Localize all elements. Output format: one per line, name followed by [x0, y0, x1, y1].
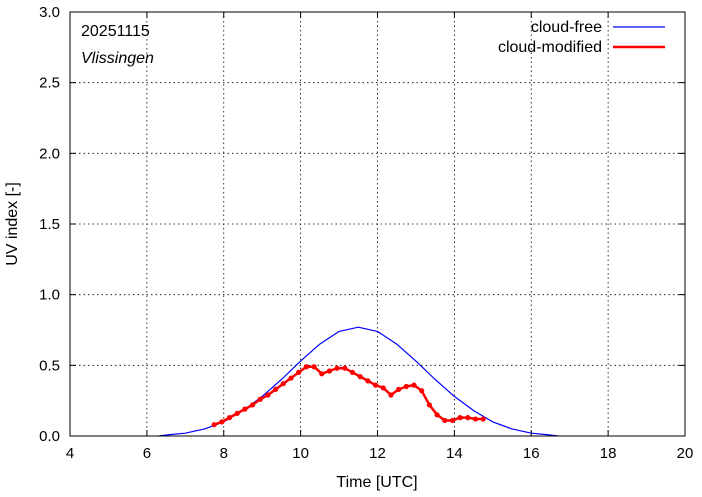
- data-point-cloud-modified: [265, 392, 271, 398]
- data-point-cloud-modified: [465, 415, 471, 421]
- y-tick-label: 0.5: [39, 357, 60, 374]
- data-point-cloud-modified: [365, 378, 371, 384]
- x-tick-label: 16: [523, 445, 540, 462]
- y-tick-label: 2.5: [39, 75, 60, 92]
- x-tick-label: 6: [143, 445, 151, 462]
- data-point-cloud-modified: [403, 383, 409, 390]
- data-point-cloud-modified: [334, 365, 340, 371]
- y-tick-label: 0.0: [39, 428, 60, 445]
- data-point-cloud-modified: [372, 382, 379, 388]
- data-point-cloud-modified: [211, 422, 217, 428]
- data-point-cloud-modified: [480, 416, 486, 422]
- y-tick-label: 3.0: [39, 4, 60, 21]
- data-point-cloud-modified: [349, 369, 356, 375]
- location-annotation: Vlissingen: [81, 50, 154, 67]
- data-point-cloud-modified: [249, 402, 256, 408]
- y-tick-label: 1.0: [39, 287, 60, 304]
- data-point-cloud-modified: [434, 412, 440, 418]
- data-point-cloud-modified: [288, 375, 294, 381]
- data-point-cloud-modified: [319, 371, 325, 377]
- legend-label-cloud-free: cloud-free: [531, 19, 602, 36]
- x-tick-label: 18: [600, 445, 617, 462]
- legend: cloud-free cloud-modified: [498, 19, 665, 56]
- data-point-cloud-modified: [326, 368, 333, 374]
- data-point-cloud-modified: [472, 416, 479, 422]
- series-layer: [158, 326, 559, 437]
- data-point-cloud-modified: [442, 417, 448, 424]
- data-point-cloud-modified: [396, 386, 402, 392]
- data-point-cloud-modified: [303, 364, 309, 370]
- series-line-cloud-modified: [213, 365, 484, 426]
- data-point-cloud-modified: [388, 392, 394, 398]
- data-point-cloud-modified: [342, 365, 348, 371]
- data-point-cloud-modified: [426, 402, 432, 408]
- y-tick-label: 2.0: [39, 145, 60, 162]
- x-tick-label: 8: [220, 445, 228, 462]
- data-point-cloud-modified: [380, 385, 386, 391]
- x-axis-title: Time [UTC]: [336, 474, 417, 491]
- data-point-cloud-modified: [242, 406, 248, 412]
- x-tick-label: 4: [66, 445, 74, 462]
- x-tick-label: 10: [292, 445, 309, 462]
- grid-lines: [70, 12, 685, 436]
- data-point-cloud-modified: [449, 417, 456, 424]
- data-point-cloud-modified: [234, 410, 240, 416]
- date-annotation: 20251115: [81, 23, 150, 40]
- data-point-cloud-modified: [280, 381, 286, 387]
- x-tick-label: 12: [369, 445, 386, 462]
- data-point-cloud-modified: [226, 415, 233, 421]
- data-point-cloud-modified: [419, 388, 425, 394]
- data-point-cloud-modified: [357, 374, 363, 380]
- y-axis-title: UV index [-]: [4, 182, 21, 266]
- data-point-cloud-modified: [411, 382, 417, 388]
- axis-ticks: 4 6 8 10 12 14 16 18 20 0.0 0.5 1.0 1.5 2.0 2.5 3.0: [39, 4, 693, 462]
- data-point-cloud-modified: [457, 415, 463, 421]
- series-line-cloud-free: [158, 326, 559, 437]
- legend-label-cloud-modified: cloud-modified: [498, 39, 602, 56]
- data-point-cloud-modified: [273, 386, 279, 392]
- y-tick-label: 1.5: [39, 216, 60, 233]
- data-point-cloud-modified: [257, 396, 263, 402]
- data-point-cloud-modified: [296, 369, 302, 375]
- x-tick-label: 14: [446, 445, 463, 462]
- data-point-cloud-modified: [219, 419, 225, 425]
- x-tick-label: 20: [677, 445, 694, 462]
- data-point-cloud-modified: [311, 364, 317, 370]
